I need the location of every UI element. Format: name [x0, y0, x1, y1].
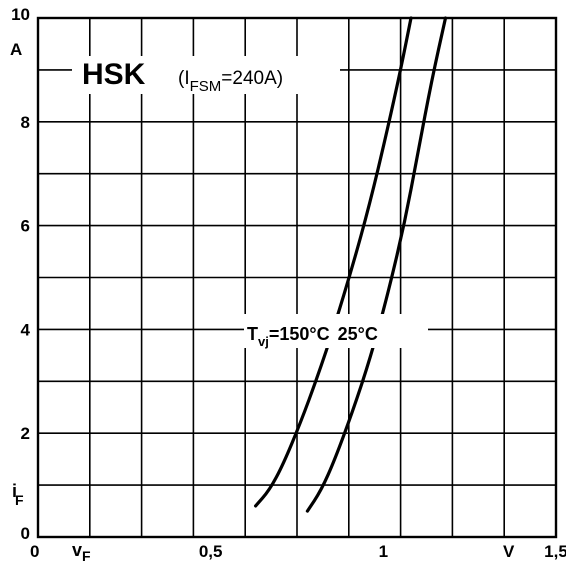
- y-tick-label: 4: [21, 320, 31, 339]
- y-tick-label: 8: [21, 113, 30, 132]
- grid: [36, 16, 558, 539]
- title-suffix: =240A): [221, 68, 283, 89]
- y-tick-labels: 0 2 4 6 8 10: [11, 5, 30, 543]
- y-tick-label: 10: [11, 5, 30, 24]
- x-tick-label: 0,5: [199, 542, 223, 561]
- x-axis-label: vF: [72, 540, 91, 563]
- x-unit: V: [503, 542, 515, 561]
- title-box: [72, 56, 340, 94]
- x-axis-label-main: v: [72, 540, 82, 560]
- y-tick-label: 2: [21, 424, 30, 443]
- y-tick-label: 0: [21, 524, 30, 543]
- title-sub: FSM: [190, 78, 222, 95]
- y-axis-label-main: i: [12, 481, 17, 501]
- y-tick-label: 6: [21, 217, 30, 236]
- x-tick-label: 1: [379, 542, 388, 561]
- title-params: (IFSM=240A): [178, 68, 283, 95]
- curve-label-25: 25°C: [338, 324, 378, 344]
- x-axis-label-sub: F: [82, 548, 91, 563]
- curve-label-box: [244, 314, 428, 348]
- y-axis-label: iF: [12, 481, 24, 508]
- x-tick-label: 1,5: [544, 542, 566, 561]
- title-prefix: (I: [178, 68, 190, 89]
- curve-label-prefix: T: [247, 324, 258, 344]
- curve-label: Tvj=150°C 25°C: [247, 324, 378, 349]
- y-axis-label-sub: F: [15, 492, 24, 508]
- plot-frame: [36, 16, 558, 539]
- curve-label-150: =150°C: [269, 324, 330, 344]
- y-unit: A: [10, 40, 22, 59]
- title-brand: HSK: [82, 58, 146, 91]
- x-tick-label: 0: [30, 542, 39, 561]
- curve-label-sub: vj: [258, 334, 269, 349]
- x-tick-labels: 0 0,5 1 1,5: [30, 542, 566, 561]
